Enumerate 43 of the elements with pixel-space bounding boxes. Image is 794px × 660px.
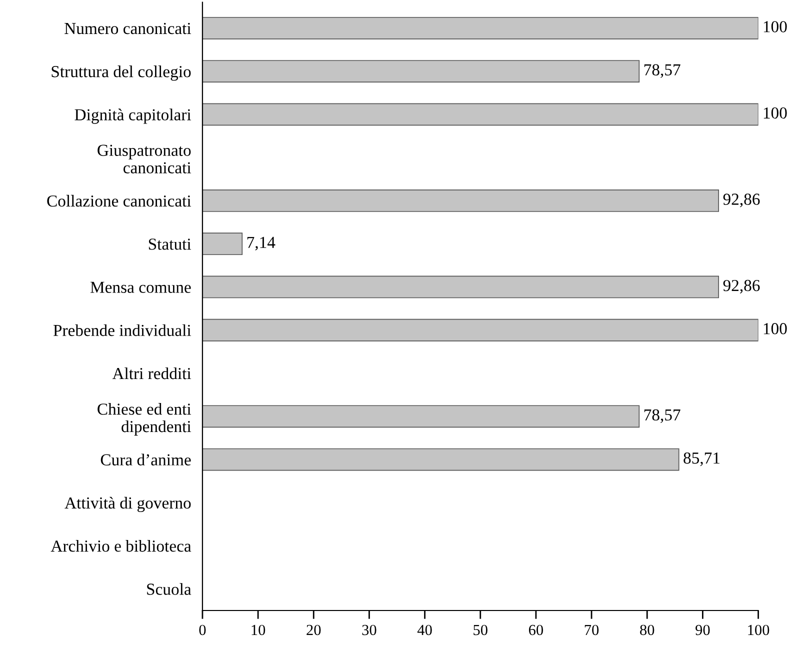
data-label: 78,57 — [644, 409, 680, 423]
y-tick-label: Struttura del collegio — [52, 66, 191, 81]
bar — [202, 103, 758, 126]
x-tick-label: 10 — [252, 624, 266, 636]
y-tick-label: Cura d’anime — [100, 454, 191, 466]
x-tick-label: 100 — [748, 624, 770, 636]
data-label: 78,57 — [644, 64, 680, 78]
bar — [202, 60, 640, 83]
data-label: 100 — [764, 21, 787, 32]
bar — [202, 405, 640, 428]
y-tick-label: Altri redditi — [112, 367, 192, 380]
data-label: 92,86 — [723, 280, 760, 294]
x-tick-label: 70 — [584, 624, 599, 636]
y-tick-label: Prebende individuali — [53, 324, 192, 336]
bar — [202, 232, 243, 256]
y-tick-label: Mensa comune — [90, 282, 191, 293]
x-tick-label: 0 — [199, 624, 206, 636]
bar — [202, 190, 720, 212]
x-tick-label: 40 — [417, 624, 432, 636]
bar — [202, 318, 758, 342]
x-tick-label: 90 — [696, 624, 710, 636]
y-tick-label: Chiese ed enti dipendenti — [98, 403, 192, 436]
data-label: 7,14 — [247, 236, 276, 250]
y-tick-label: Scuola — [147, 583, 192, 595]
x-tick-label: 50 — [474, 624, 488, 636]
x-tick-label: 30 — [362, 624, 376, 636]
data-label: 100 — [764, 107, 787, 119]
bar — [202, 276, 720, 298]
y-tick-label: Giuspatronato canonicati — [98, 144, 192, 174]
y-tick-label: Collazione canonicati — [47, 194, 192, 207]
x-tick-label: 80 — [640, 624, 654, 636]
y-tick-label: Numero canonicati — [64, 22, 192, 34]
x-tick-label: 60 — [528, 624, 544, 636]
bar — [202, 16, 758, 40]
data-label: 100 — [764, 323, 787, 334]
y-tick-label: Archivio e biblioteca — [50, 540, 192, 552]
x-tick-label: 20 — [306, 624, 321, 636]
y-tick-label: Dignità capitolari — [74, 108, 192, 124]
data-label: 92,86 — [723, 194, 760, 208]
data-label: 85,71 — [684, 452, 720, 466]
y-tick-label: Attività di governo — [64, 496, 191, 512]
bar — [202, 448, 680, 471]
y-tick-label: Statuti — [148, 238, 192, 250]
